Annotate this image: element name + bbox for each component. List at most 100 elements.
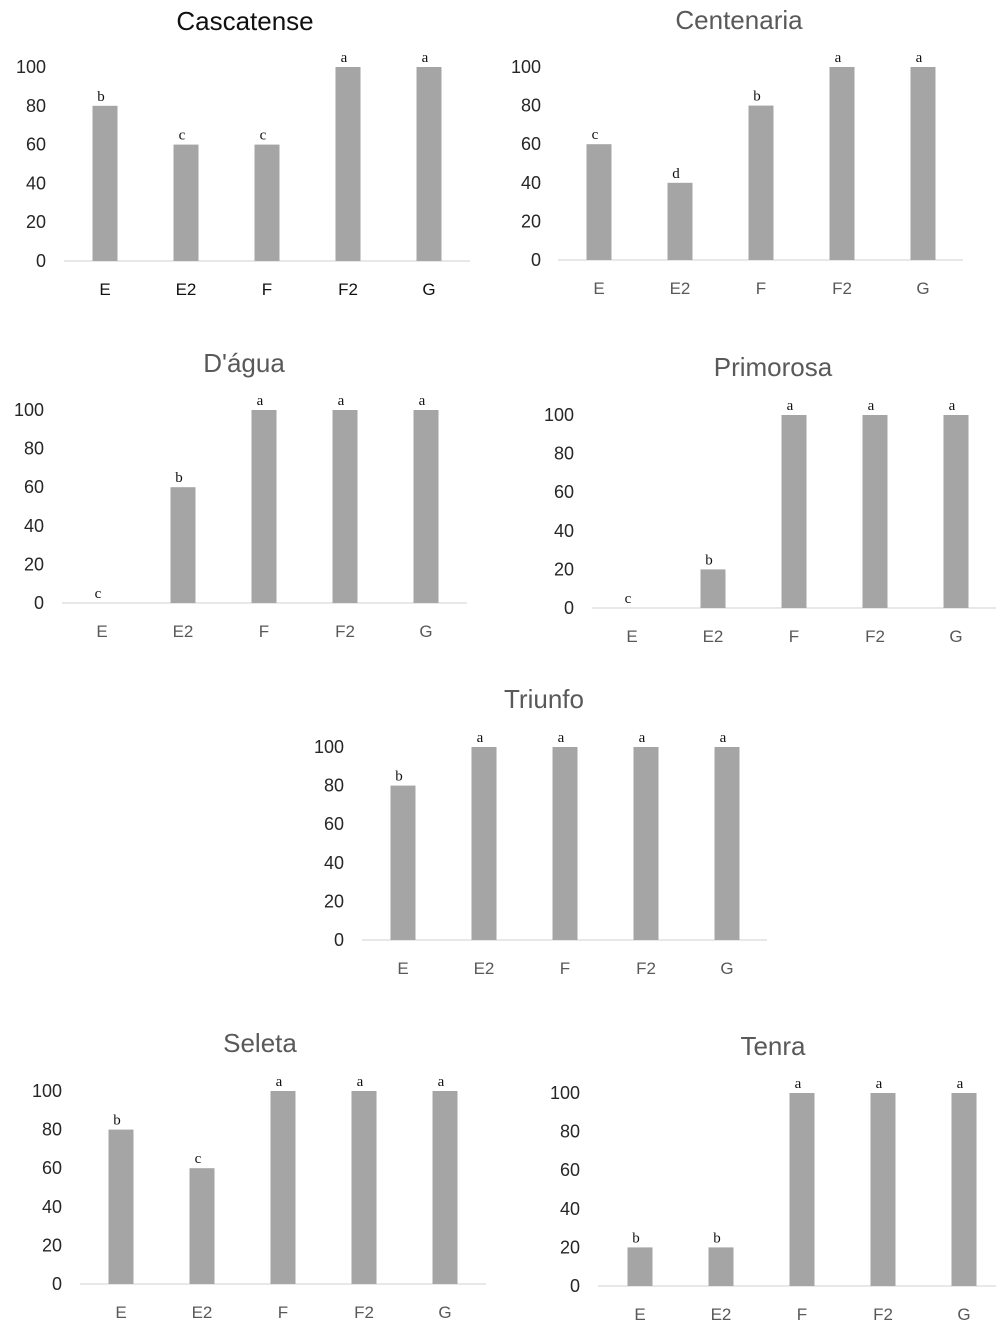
chart-title: D'água (203, 348, 285, 378)
chart-svg-d-agua: D'água 0 20 40 60 80 100 c Eb E2 a Fa F2 a G (14, 348, 467, 641)
y-tick-label: 80 (554, 444, 574, 464)
x-tick-label: E2 (670, 279, 691, 298)
bar-e2 (189, 1168, 215, 1284)
y-tick-label: 80 (324, 776, 344, 796)
y-tick-label: 60 (324, 814, 344, 834)
bar-e (108, 1129, 134, 1284)
bar-e2 (708, 1247, 734, 1286)
chart-svg-cascatense: Cascatense 0 20 40 60 80 100 b Ec E2 c Fa F2 a G (16, 6, 470, 299)
bar-f (270, 1091, 296, 1284)
x-tick-label: F (262, 280, 272, 299)
x-tick-label: E (96, 622, 107, 641)
chart-svg-seleta: Seleta 0 20 40 60 80 100 b Ec E2 a Fa F2 a G (32, 1028, 486, 1322)
x-tick-label: G (438, 1303, 451, 1322)
x-tick-label: G (422, 280, 435, 299)
y-tick-label: 40 (24, 516, 44, 536)
data-label: b (113, 1113, 121, 1129)
x-tick-label: F (560, 959, 570, 978)
x-tick-label: G (720, 959, 733, 978)
data-label: a (916, 50, 923, 66)
y-tick-label: 0 (564, 598, 574, 618)
data-label: b (632, 1230, 640, 1246)
y-tick-label: 0 (531, 250, 541, 270)
y-tick-label: 20 (560, 1237, 580, 1257)
data-label: a (639, 730, 646, 746)
x-tick-label: F2 (865, 627, 885, 646)
y-tick-label: 60 (554, 482, 574, 502)
data-label: a (835, 50, 842, 66)
x-tick-label: F2 (354, 1303, 374, 1322)
x-tick-label: E (115, 1303, 126, 1322)
y-tick-label: 20 (554, 559, 574, 579)
data-label: b (705, 552, 713, 568)
bar-f (789, 1093, 815, 1286)
x-tick-label: E (99, 280, 110, 299)
bar-g (416, 67, 442, 261)
chart-svg-triunfo: Triunfo 0 20 40 60 80 100 b Ea E2 a Fa F2 a G (314, 684, 767, 978)
y-tick-label: 80 (24, 439, 44, 459)
x-tick-label: E2 (192, 1303, 213, 1322)
x-tick-label: F (756, 279, 766, 298)
bar-f2 (862, 415, 888, 608)
data-label: c (625, 591, 632, 607)
y-tick-label: 40 (560, 1199, 580, 1219)
bar-f (552, 747, 578, 940)
x-tick-label: F2 (832, 279, 852, 298)
bar-e2 (471, 747, 497, 940)
chart-svg-primorosa: Primorosa 0 20 40 60 80 100 c Eb E2 a Fa F2 a G (544, 352, 996, 646)
data-label: a (341, 50, 348, 66)
x-tick-label: G (916, 279, 929, 298)
data-label: c (592, 127, 599, 143)
bar-f (254, 144, 280, 261)
y-tick-label: 20 (24, 554, 44, 574)
data-label: b (97, 89, 105, 105)
y-tick-label: 20 (521, 211, 541, 231)
bar-e2 (667, 182, 693, 260)
bar-f2 (829, 67, 855, 260)
bar-f (251, 410, 277, 603)
x-tick-label: F2 (636, 959, 656, 978)
data-label: a (276, 1074, 283, 1090)
chart-title: Tenra (740, 1031, 806, 1061)
data-label: a (876, 1076, 883, 1092)
x-tick-label: E (634, 1305, 645, 1322)
chart-title: Triunfo (504, 684, 584, 714)
x-tick-label: F (797, 1305, 807, 1322)
data-label: b (753, 89, 761, 105)
y-tick-label: 20 (324, 891, 344, 911)
y-tick-label: 80 (26, 96, 46, 116)
bar-g (432, 1091, 458, 1284)
data-label: c (260, 128, 267, 144)
bar-f2 (870, 1093, 896, 1286)
data-label: b (395, 769, 403, 785)
data-label: c (195, 1151, 202, 1167)
y-tick-label: 0 (52, 1274, 62, 1294)
x-tick-label: G (957, 1305, 970, 1322)
bar-f2 (351, 1091, 377, 1284)
y-tick-label: 40 (42, 1197, 62, 1217)
y-tick-label: 60 (24, 477, 44, 497)
x-tick-label: E2 (711, 1305, 732, 1322)
data-label: a (338, 393, 345, 409)
x-tick-label: E2 (176, 280, 197, 299)
bar-e2 (700, 569, 726, 608)
x-tick-label: F (789, 627, 799, 646)
y-tick-label: 60 (560, 1160, 580, 1180)
y-tick-label: 100 (314, 737, 344, 757)
data-label: a (438, 1074, 445, 1090)
data-label: a (787, 398, 794, 414)
chart-title: Primorosa (714, 352, 833, 382)
y-tick-label: 100 (16, 57, 46, 77)
data-label: a (720, 730, 727, 746)
data-label: d (672, 166, 680, 182)
y-tick-label: 100 (511, 57, 541, 77)
y-tick-label: 0 (334, 930, 344, 950)
data-label: a (957, 1076, 964, 1092)
chart-svg-tenra: Tenra 0 20 40 60 80 100 b Eb E2 a Fa F2 a G (550, 1031, 996, 1322)
data-label: c (179, 128, 186, 144)
y-tick-label: 100 (544, 405, 574, 425)
y-tick-label: 0 (34, 593, 44, 613)
chart-title: Cascatense (176, 6, 313, 36)
